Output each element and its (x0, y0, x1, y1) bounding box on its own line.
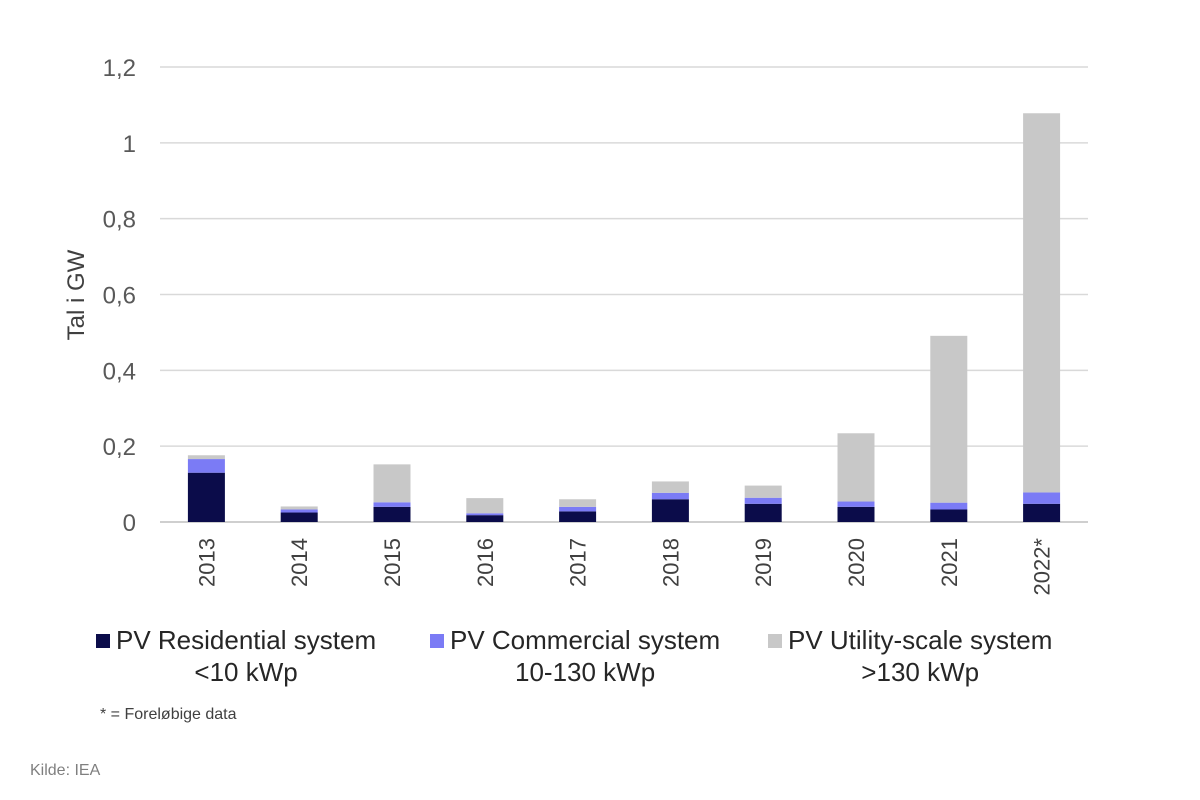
legend-item-commercial: PV Commercial system 10-130 kWp (430, 624, 760, 688)
x-tick-label: 2022* (1030, 538, 1055, 596)
bar-segment-utility-2016 (466, 498, 504, 514)
x-axis-ticks: 2013 2014 2015 2016 2017 2018 2019 2020 2021 2022… (194, 538, 1054, 596)
y-tick-label: 0,2 (103, 434, 136, 461)
bar-segment-utility-2014 (280, 506, 318, 510)
bar-segment-commercial-2014 (280, 509, 318, 513)
x-tick-label: 2015 (380, 538, 405, 587)
bar-segment-utility-2013 (187, 455, 225, 460)
y-tick-label: 1 (123, 131, 136, 158)
bar-segment-residential-2022 (1023, 503, 1061, 522)
footnote: * = Foreløbige data (100, 706, 237, 723)
bar-segment-residential-2014 (280, 512, 318, 522)
y-tick-label: 0,8 (103, 207, 136, 234)
legend-swatch-commercial (430, 634, 444, 648)
bar-segment-commercial-2015 (373, 502, 411, 507)
legend-label-utility: PV Utility-scale system (788, 625, 1053, 655)
bar-segment-commercial-2021 (930, 502, 968, 510)
legend-swatch-utility (768, 634, 782, 648)
bar-segment-commercial-2019 (744, 497, 782, 504)
bar-segment-utility-2017 (559, 499, 597, 507)
source-note: Kilde: IEA (30, 762, 101, 779)
bar-segment-utility-2022 (1023, 113, 1061, 493)
y-tick-label: 0,6 (103, 283, 136, 310)
bar-segment-residential-2021 (930, 509, 968, 522)
legend-sublabel-residential: <10 kWp (194, 657, 298, 687)
bar-segment-commercial-2016 (466, 513, 504, 516)
bar-segment-utility-2020 (837, 433, 875, 502)
y-axis-label: Tal i GW (63, 249, 90, 340)
bar-segment-utility-2021 (930, 335, 968, 503)
legend-item-residential: PV Residential system <10 kWp (96, 624, 414, 688)
bar-segment-utility-2019 (744, 485, 782, 498)
bar-segment-commercial-2022 (1023, 492, 1061, 504)
legend-swatch-residential (96, 634, 110, 648)
legend-label-residential: PV Residential system (116, 625, 377, 655)
legend-label-commercial: PV Commercial system (450, 625, 721, 655)
x-tick-label: 2020 (844, 538, 869, 587)
bar-segment-commercial-2020 (837, 501, 875, 507)
bar-segment-residential-2018 (651, 499, 689, 522)
bar-segment-utility-2015 (373, 464, 411, 503)
legend-sublabel-commercial: 10-130 kWp (514, 657, 656, 687)
bar-segment-commercial-2018 (651, 492, 689, 500)
bar-segment-residential-2017 (559, 511, 597, 522)
stacked-bar-chart: 00,20,40,60,811,2 2013 2014 2015 2016 2017 20… (63, 55, 1088, 596)
x-tick-label: 2016 (473, 538, 498, 587)
bar-segment-residential-2013 (187, 472, 225, 522)
y-tick-label: 0 (123, 510, 136, 537)
bar-segment-commercial-2017 (559, 506, 597, 512)
bar-segment-residential-2019 (744, 503, 782, 522)
x-tick-label: 2018 (658, 538, 683, 587)
bar-segment-residential-2015 (373, 506, 411, 522)
y-tick-label: 1,2 (103, 55, 136, 82)
bar-segment-utility-2018 (651, 481, 689, 493)
x-tick-label: 2017 (566, 538, 591, 587)
x-tick-label: 2019 (751, 538, 776, 587)
y-axis-ticks: 0 0,2 0,4 0,6 0,8 1 1,2 (103, 55, 136, 537)
bars (187, 113, 1061, 522)
x-tick-label: 2013 (194, 538, 219, 587)
y-tick-label: 0,4 (103, 358, 136, 385)
bar-segment-residential-2016 (466, 515, 504, 522)
legend-sublabel-utility: >130 kWp (861, 657, 980, 687)
x-tick-label: 2021 (937, 538, 962, 587)
gridlines (160, 66, 1088, 523)
x-tick-label: 2014 (287, 538, 312, 587)
legend-item-utility: PV Utility-scale system >130 kWp (768, 624, 1088, 688)
legend: PV Residential system <10 kWp PV Commerc… (96, 624, 1088, 688)
bar-segment-residential-2020 (837, 506, 875, 522)
bar-segment-commercial-2013 (187, 459, 225, 473)
